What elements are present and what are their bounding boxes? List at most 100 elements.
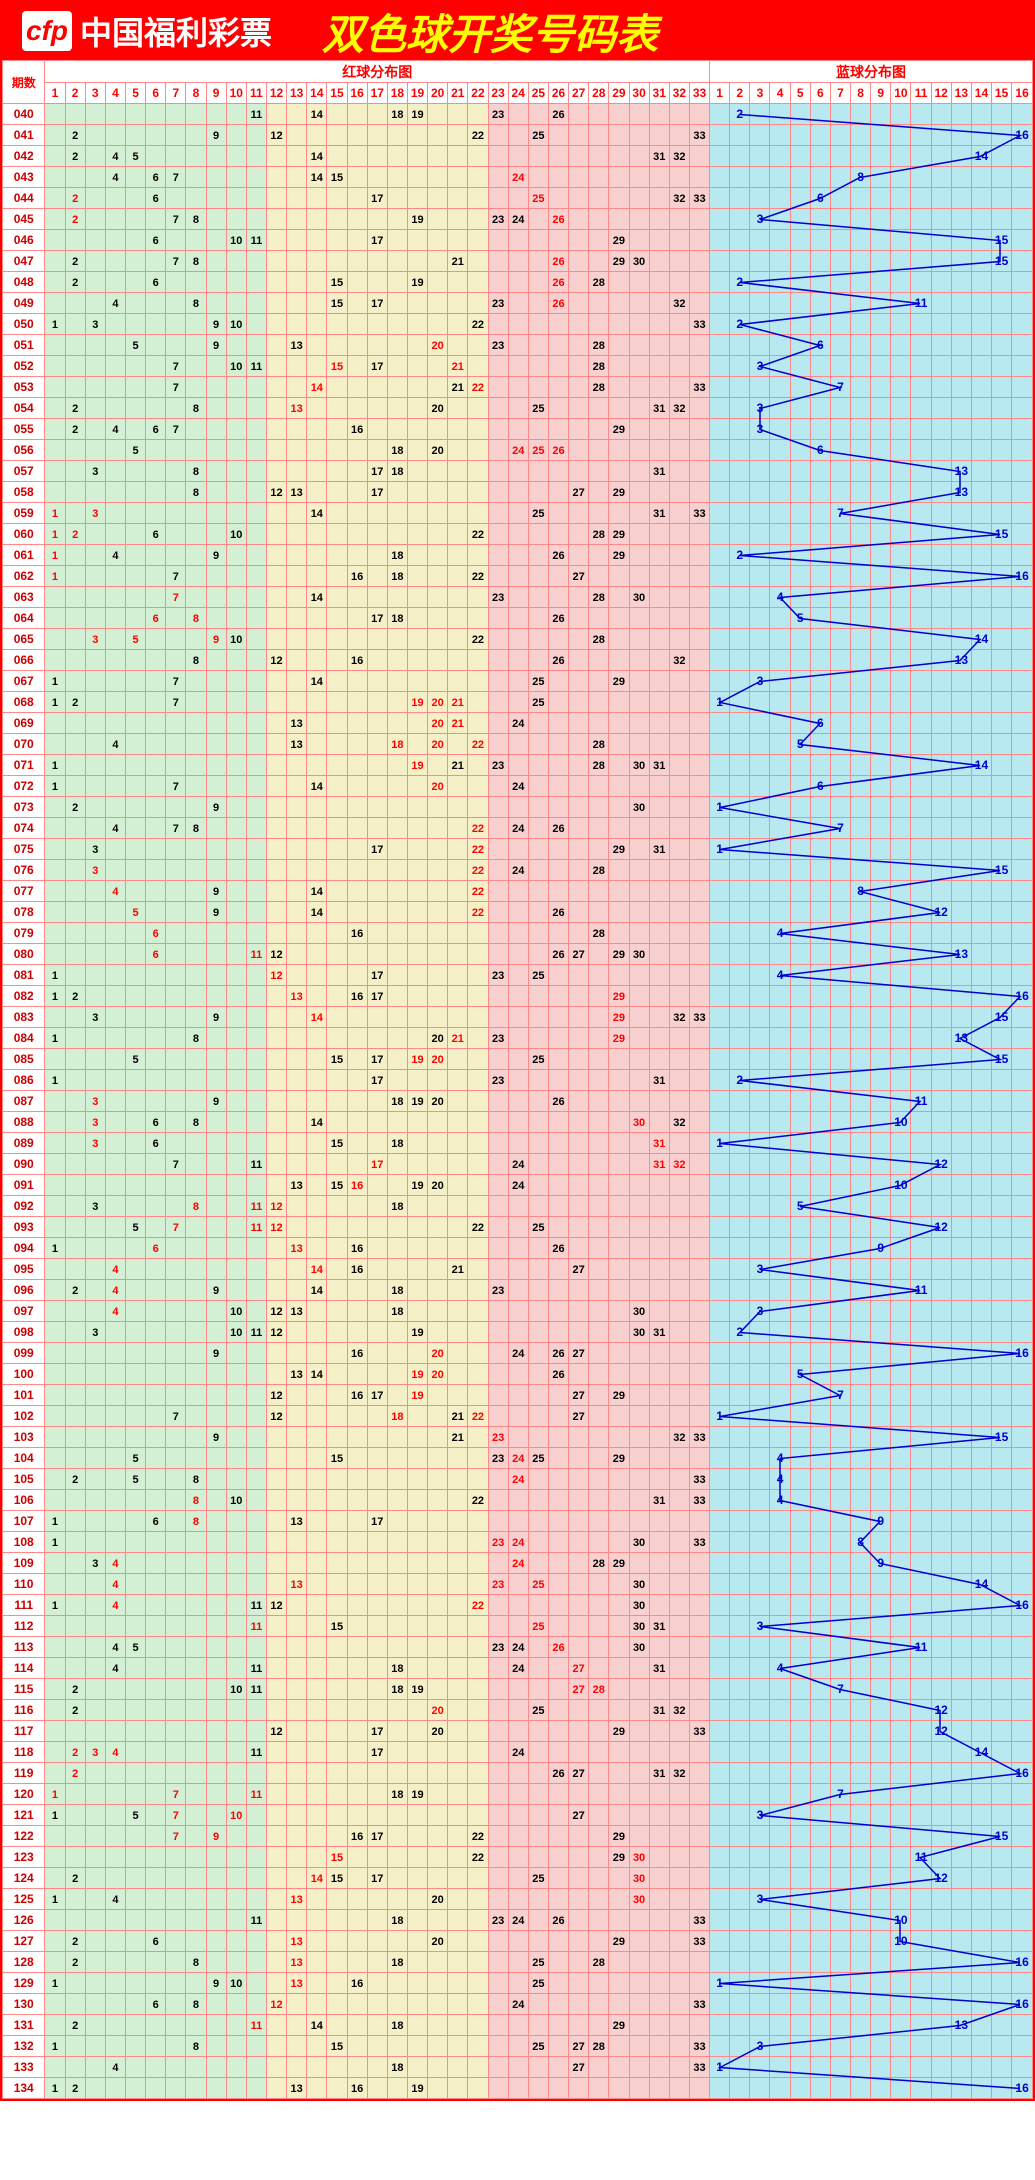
red-cell: 28 xyxy=(589,524,609,545)
red-cell xyxy=(266,1007,286,1028)
blue-cell xyxy=(891,1805,911,1826)
red-cell xyxy=(146,251,166,272)
red-cell xyxy=(649,1385,669,1406)
red-cell xyxy=(287,1343,307,1364)
blue-cell xyxy=(730,629,750,650)
red-cell xyxy=(347,1616,367,1637)
blue-cell: 3 xyxy=(750,209,770,230)
blue-cell xyxy=(891,587,911,608)
blue-cell xyxy=(911,923,931,944)
red-cell xyxy=(407,1973,427,1994)
red-cell xyxy=(649,1784,669,1805)
red-cell xyxy=(629,188,649,209)
red-cell xyxy=(206,1784,226,1805)
red-cell xyxy=(146,461,166,482)
red-cell: 6 xyxy=(146,188,166,209)
red-cell xyxy=(528,1112,548,1133)
blue-cell xyxy=(891,1364,911,1385)
red-cell: 30 xyxy=(629,1637,649,1658)
red-cell xyxy=(307,1805,327,1826)
red-cell xyxy=(488,377,508,398)
blue-cell xyxy=(710,713,730,734)
table-row: 0434671415248 xyxy=(3,167,1033,188)
red-cell xyxy=(287,1700,307,1721)
red-cell xyxy=(226,209,246,230)
blue-cell xyxy=(810,524,830,545)
red-cell xyxy=(206,1763,226,1784)
red-cell xyxy=(548,1574,568,1595)
red-col-15: 15 xyxy=(327,83,347,104)
red-cell xyxy=(548,398,568,419)
red-cell: 25 xyxy=(528,398,548,419)
red-cell xyxy=(689,1847,709,1868)
red-cell xyxy=(206,1196,226,1217)
red-cell xyxy=(629,776,649,797)
red-cell xyxy=(206,146,226,167)
red-cell xyxy=(166,1658,186,1679)
red-cell xyxy=(287,104,307,125)
red-cell xyxy=(488,1973,508,1994)
blue-cell xyxy=(911,797,931,818)
red-cell xyxy=(689,1385,709,1406)
red-cell: 19 xyxy=(407,209,427,230)
red-cell: 7 xyxy=(166,566,186,587)
red-cell xyxy=(569,734,589,755)
red-cell xyxy=(669,1553,689,1574)
period-cell: 133 xyxy=(3,2057,45,2078)
red-cell xyxy=(387,167,407,188)
red-cell xyxy=(569,1028,589,1049)
blue-cell xyxy=(871,587,891,608)
red-cell xyxy=(669,692,689,713)
red-cell xyxy=(166,1574,186,1595)
blue-cell xyxy=(770,1553,790,1574)
red-cell xyxy=(407,965,427,986)
red-cell xyxy=(689,335,709,356)
blue-cell xyxy=(851,1931,871,1952)
red-cell: 9 xyxy=(206,1007,226,1028)
red-cell: 10 xyxy=(226,1805,246,1826)
red-cell: 18 xyxy=(387,461,407,482)
red-cell xyxy=(226,671,246,692)
red-cell: 13 xyxy=(287,1952,307,1973)
blue-cell xyxy=(750,1952,770,1973)
red-cell: 29 xyxy=(609,545,629,566)
blue-cell xyxy=(851,1805,871,1826)
blue-cell xyxy=(1012,398,1033,419)
blue-cell xyxy=(790,1637,810,1658)
red-cell xyxy=(649,1511,669,1532)
blue-cell xyxy=(971,1427,991,1448)
red-cell xyxy=(407,2036,427,2057)
red-cell: 17 xyxy=(367,356,387,377)
red-cell xyxy=(407,818,427,839)
red-cell xyxy=(689,1028,709,1049)
blue-col-7: 7 xyxy=(830,83,850,104)
red-cell xyxy=(125,293,145,314)
blue-cell: 4 xyxy=(770,1448,790,1469)
red-cell xyxy=(689,440,709,461)
blue-cell xyxy=(830,839,850,860)
red-cell xyxy=(448,1721,468,1742)
red-cell xyxy=(105,1217,125,1238)
blue-cell xyxy=(851,356,871,377)
blue-cell xyxy=(911,734,931,755)
red-cell xyxy=(65,1238,85,1259)
blue-cell xyxy=(830,1763,850,1784)
blue-cell xyxy=(891,461,911,482)
red-cell xyxy=(105,1049,125,1070)
blue-cell xyxy=(911,1490,931,1511)
red-cell xyxy=(569,440,589,461)
red-cell xyxy=(206,503,226,524)
red-cell: 3 xyxy=(85,1112,105,1133)
blue-cell xyxy=(750,1007,770,1028)
red-cell xyxy=(105,356,125,377)
red-cell: 22 xyxy=(468,125,488,146)
red-cell xyxy=(367,1700,387,1721)
red-cell xyxy=(45,1826,65,1847)
blue-cell xyxy=(830,2078,850,2099)
red-cell xyxy=(85,1868,105,1889)
red-cell xyxy=(689,1679,709,1700)
blue-cell xyxy=(951,608,971,629)
blue-cell xyxy=(750,482,770,503)
blue-cell xyxy=(1012,965,1033,986)
blue-cell xyxy=(992,1511,1012,1532)
